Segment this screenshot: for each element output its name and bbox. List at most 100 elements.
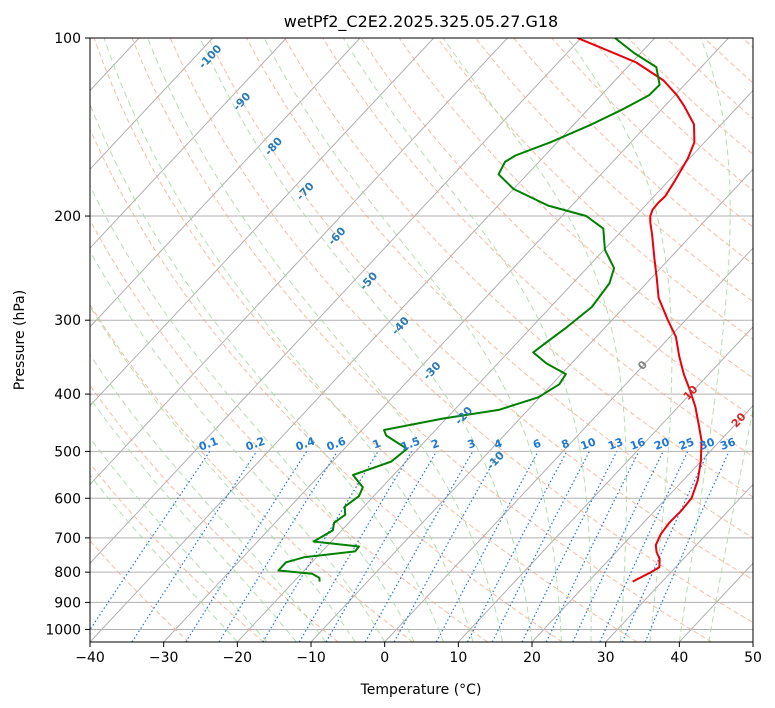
mixing-ratio-label: 0.6 [325,435,348,454]
isotherm-line [90,38,361,328]
mixing-ratio-label: 4 [492,437,504,452]
x-axis-label: Temperature (°C) [360,682,482,698]
mixing-ratio-label: 6 [531,437,543,452]
mixing-ratio-line [521,451,618,642]
mixing-ratio-label: 13 [606,435,625,452]
mixing-ratio-label: 3 [466,437,478,452]
mixing-ratio-label: 1.5 [399,435,422,454]
isotherm-line [90,38,582,564]
isotherm-line [90,38,435,407]
x-tick-label: 30 [597,650,615,666]
dry-adiabat-line [436,38,753,341]
dry-adiabat-line [131,38,712,642]
x-tick-label: −20 [223,650,253,666]
mixing-ratio-line [364,451,474,642]
moist-adiabat-line [90,397,297,642]
isotherm-line [605,483,753,642]
mixing-ratio-label: 25 [677,435,696,452]
dry-adiabat-line [169,38,753,624]
mixing-ratio-line [435,451,539,642]
moist-adiabat-line [90,184,415,642]
isotherm-line [384,247,753,642]
mixing-ratio-line [90,451,211,631]
dry-adiabat-line [90,128,563,642]
mixing-ratio-line [393,451,500,642]
isotherm-line [0,38,65,642]
dry-adiabat-line [322,38,753,458]
mixing-ratio-label: 0.4 [294,435,317,454]
mixing-ratio-label: 0.1 [197,435,220,454]
dry-adiabat-line [90,303,414,642]
isotherm-line [163,38,729,642]
profile-lines [277,38,703,583]
dry-adiabat-line [90,539,190,642]
moist-adiabat-line [566,38,673,642]
y-tick-label: 400 [54,387,81,403]
moist-adiabat-line [90,250,386,642]
moist-adiabat-line [90,102,445,642]
y-tick-label: 900 [54,595,81,611]
dewpoint-profile-line [277,38,661,582]
mixing-ratio-label: 0.2 [244,435,267,454]
x-tick-label: 50 [744,650,762,666]
x-tick-label: 40 [670,650,688,666]
background-lines [0,38,753,642]
y-tick-label: 200 [54,209,81,225]
moist-adiabat-line [263,38,562,642]
mixing-ratio-label: 8 [560,437,572,452]
temperature-profile-line [577,38,703,583]
x-tick-label: −10 [296,650,326,666]
moist-adiabat-line [342,38,592,642]
isotherm-line [236,89,753,642]
dry-adiabat-line [90,219,488,642]
mixing-ratio-label: 2 [429,437,441,452]
mixing-ratio-label: 30 [698,435,717,453]
moist-adiabat-line [147,38,503,642]
x-tick-label: −40 [75,650,105,666]
x-tick-label: 20 [523,650,541,666]
isotherm-line [90,38,214,171]
mixing-ratio-line [621,451,709,642]
mixing-ratio-label: 36 [718,435,737,453]
y-tick-label: 600 [54,491,81,507]
mixing-ratio-label: 10 [579,435,598,453]
y-tick-label: 800 [54,565,81,581]
mixing-ratio-line [131,451,258,642]
isotherm-line [90,38,508,486]
moist-adiabat-line [678,38,731,642]
x-tick-label: 10 [449,650,467,666]
moist-adiabat-line [708,407,753,642]
y-tick-label: 100 [54,31,81,47]
y-tick-label: 300 [54,313,81,329]
y-tick-label: 500 [54,444,81,460]
y-tick-label: 700 [54,531,81,547]
mixing-ratio-label: 1 [371,437,383,452]
isotherm-line [531,404,753,642]
x-tick-label: −30 [149,650,179,666]
dry-adiabat-line [93,38,638,642]
moist-adiabat-line [199,38,533,642]
plot-frame [89,37,754,643]
mixing-ratio-label: 16 [628,435,647,453]
moist-adiabat-line [90,305,356,642]
dry-adiabat-line [284,38,753,498]
isotherm-line [752,641,753,642]
y-axis-label: Pressure (hPa) [12,290,28,390]
isotherm-line [90,38,287,249]
chart-title: wetPf2_C2E2.2025.325.05.27.G18 [284,12,558,32]
mixing-ratio-line [644,451,730,642]
y-tick-label: 1000 [45,622,81,638]
x-tick-label: 0 [380,650,389,666]
dry-adiabat-line [90,462,264,642]
axes: −40 −30 −20 −10 0 10 20 30 40 5010020030040050060… [45,31,762,666]
plot-area [90,38,753,642]
mixing-ratio-label: 20 [652,435,671,453]
dry-adiabat-line [246,38,753,539]
moist-adiabat-line [103,38,474,642]
mixing-ratio-line [218,451,338,642]
moist-adiabat-line [90,353,327,642]
moist-adiabat-line [442,38,627,642]
mixing-ratio-line [185,451,308,642]
mixing-ratio-line [491,451,590,642]
